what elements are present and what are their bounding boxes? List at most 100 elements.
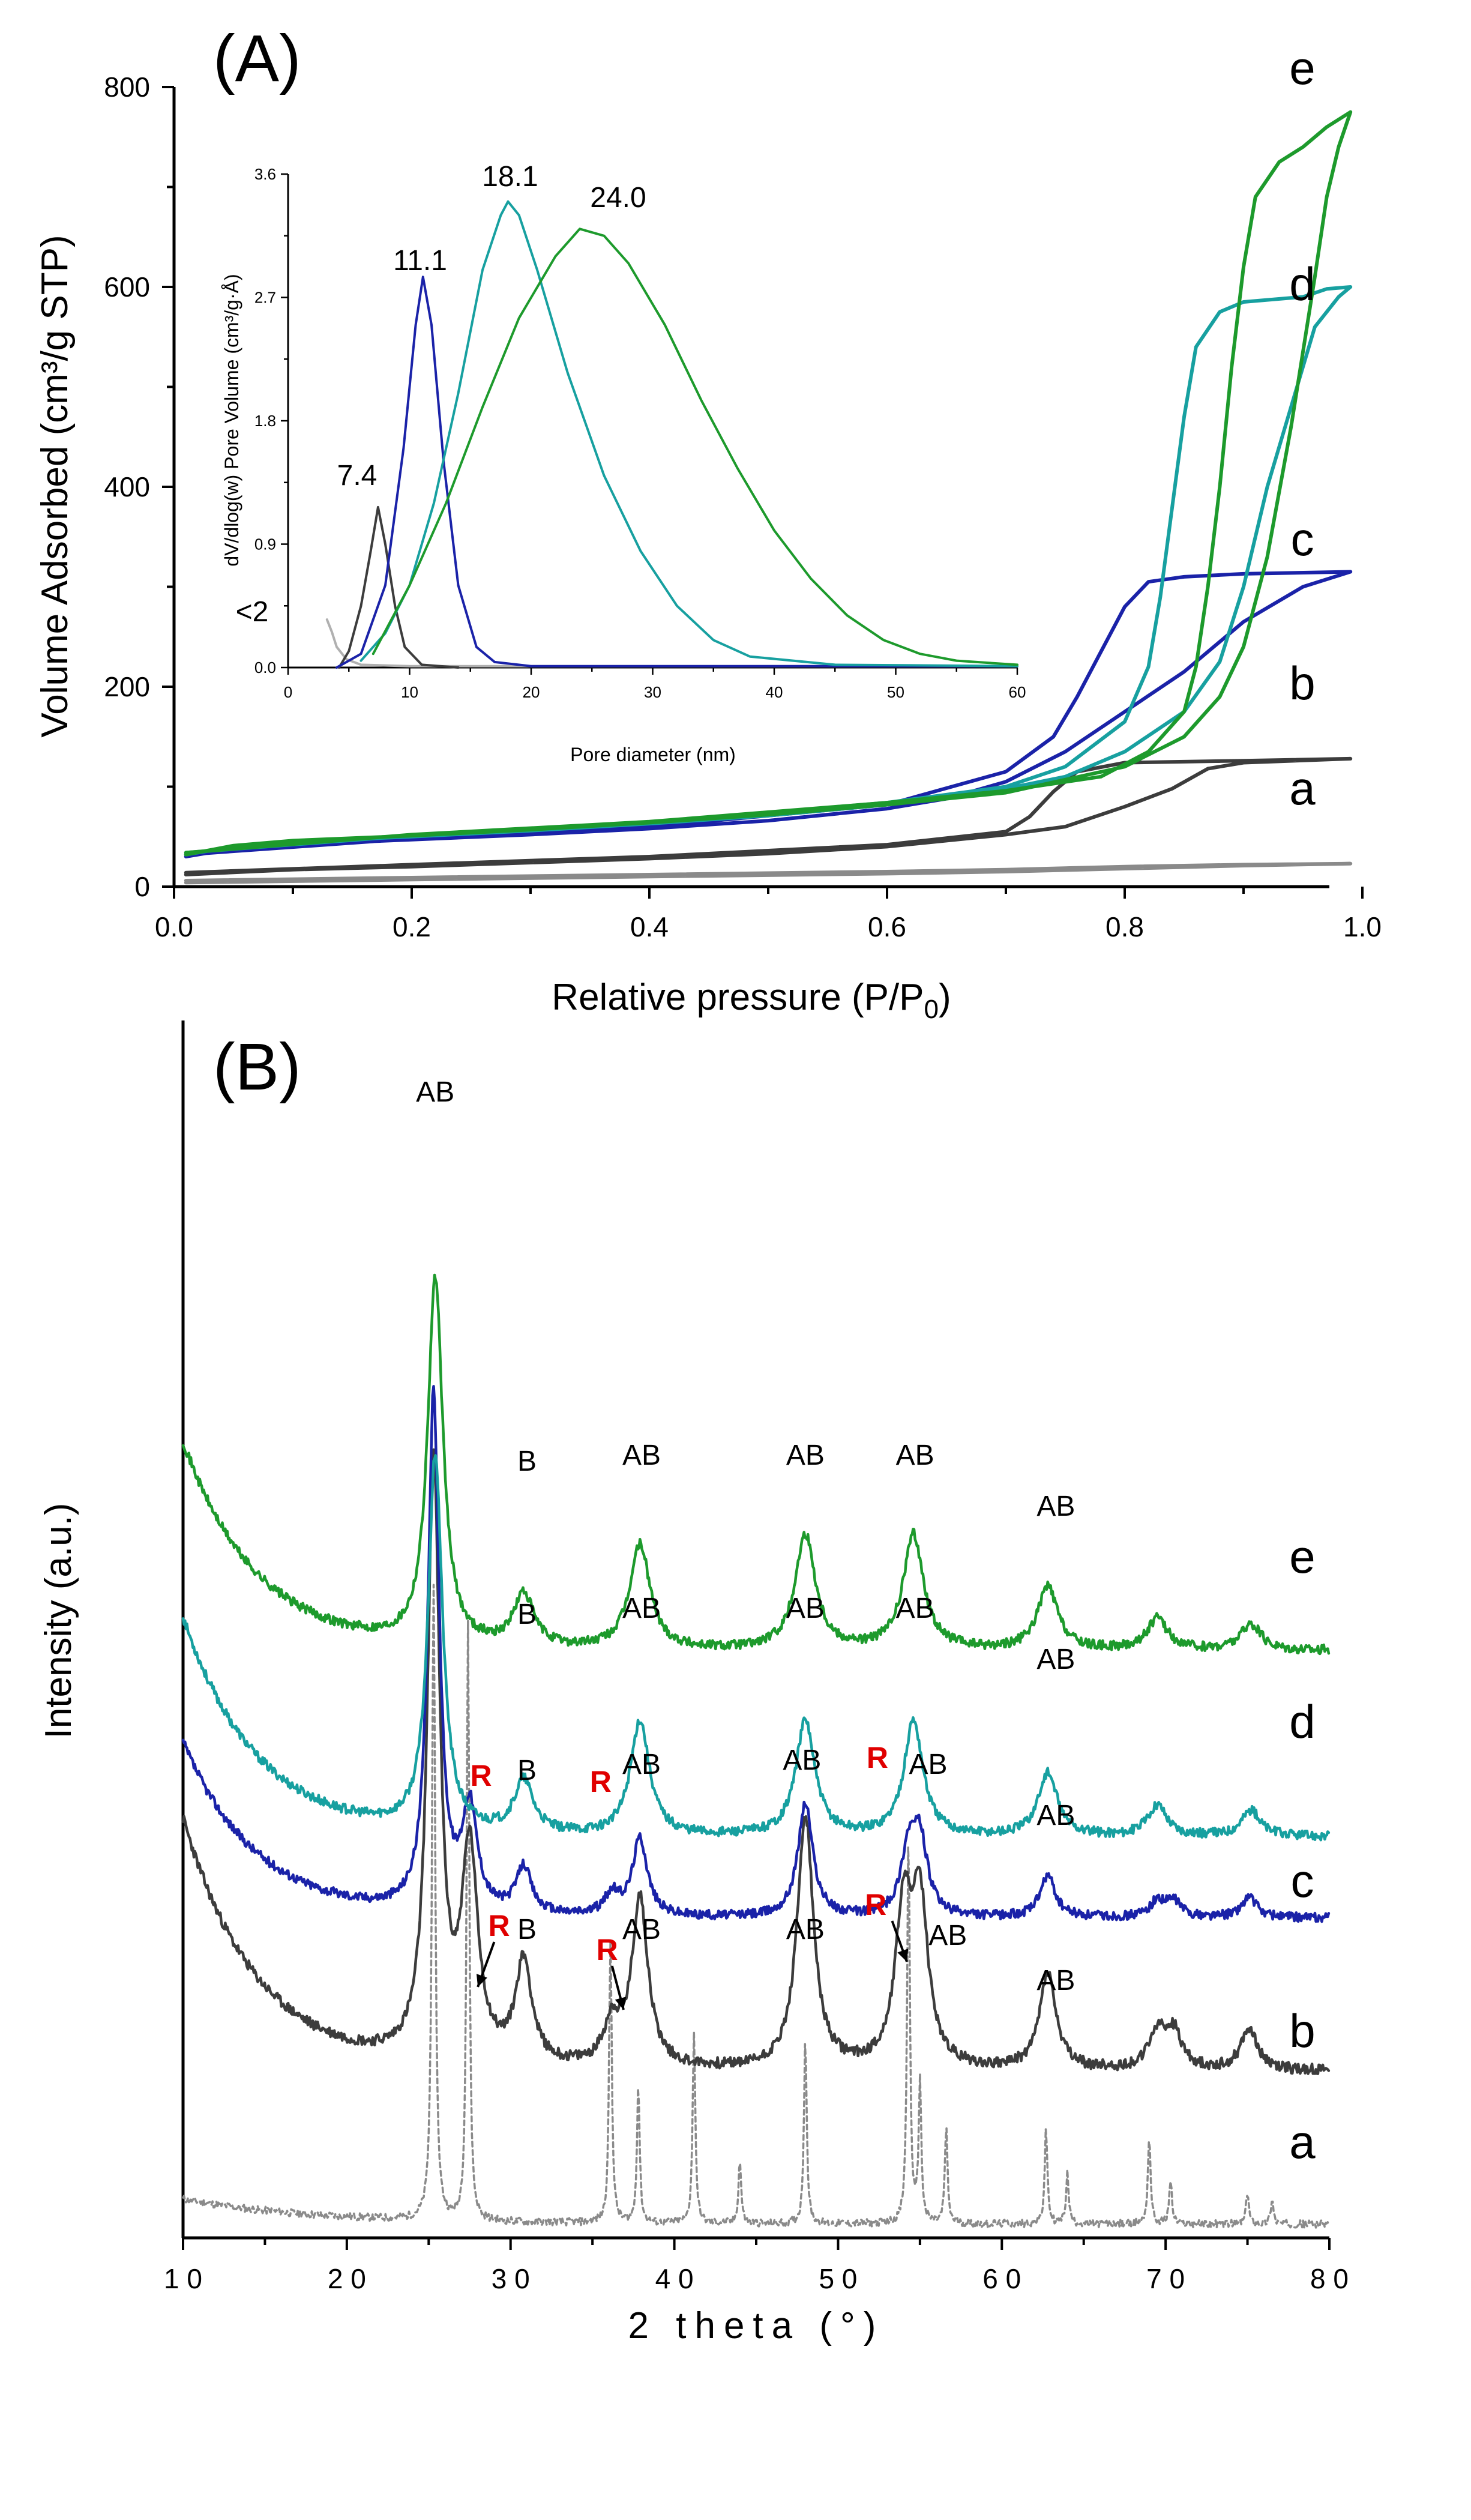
- xrd-curve-label-a: a: [1289, 2115, 1316, 2168]
- xrd-peak-label: AB: [622, 1593, 661, 1624]
- x-tick-label-b: 4 0: [655, 2263, 694, 2294]
- xrd-series-b: [181, 1448, 1331, 2075]
- x-tick-label-b: 3 0: [492, 2263, 530, 2294]
- psd-peak-label: 11.1: [393, 245, 447, 277]
- y-axis-label-a: Volume Adsorbed (cm³/g STP): [34, 235, 76, 737]
- xrd-peak-label: AB: [786, 1914, 825, 1946]
- xrd-curve-label-c: c: [1291, 1854, 1314, 1907]
- xrd-peak-label: AB: [622, 1439, 661, 1471]
- inset-x-tick-label: 20: [523, 683, 540, 701]
- inset-x-tick-label: 10: [401, 683, 418, 701]
- rutile-arrowhead: [476, 1974, 487, 1987]
- x-axis-label-a: Relative pressure (P/P0): [552, 977, 951, 1024]
- curve-label-d: d: [1289, 258, 1315, 310]
- xrd-series-d: [181, 1454, 1331, 1842]
- y-tick-label-a: 600: [104, 271, 150, 303]
- x-tick-label-b: 1 0: [164, 2263, 202, 2294]
- inset-x-tick-label: 50: [887, 683, 904, 701]
- xrd-peak-label: AB: [1036, 1800, 1075, 1831]
- psd-series-7.4: [338, 505, 460, 669]
- psd-series-18.1: [359, 200, 1018, 668]
- inset-x-tick-label: 30: [644, 683, 661, 701]
- x-tick-label-a: 0.0: [155, 911, 193, 942]
- x-axis-label-b: 2 theta (°): [628, 2305, 885, 2347]
- y-tick-label-a: 0: [134, 871, 150, 902]
- xrd-peak-label: B: [517, 1599, 537, 1630]
- xrd-peak-label: AB: [622, 1914, 661, 1946]
- isotherm-series-b: [184, 756, 1353, 876]
- y-tick-label-a: 400: [104, 471, 150, 502]
- inset-y-tick-label: 3.6: [254, 165, 276, 183]
- xrd-peak-label: AB: [909, 1749, 947, 1780]
- rutile-label: R: [865, 1888, 886, 1922]
- rutile-arrowhead: [615, 1997, 627, 2010]
- rutile-label: R: [489, 1909, 510, 1943]
- xrd-chart: (B) 1 0 2 0 3 0 4 0 5 0 6 0 7 0 8 0 2 theta (°)…: [38, 1020, 1349, 2347]
- x-tick-label-a: 0.6: [868, 911, 906, 942]
- xrd-peak-label: AB: [928, 1920, 967, 1952]
- inset-x-tick-label: 0: [284, 683, 292, 701]
- inset-x-axis-label: Pore diameter (nm): [570, 744, 736, 765]
- x-tick-label-b: 6 0: [982, 2263, 1021, 2294]
- psd-peak-label: 24.0: [590, 182, 646, 214]
- xrd-peak-label: B: [517, 1755, 537, 1786]
- xrd-peak-label: AB: [786, 1593, 825, 1624]
- psd-peak-label: <2: [236, 596, 269, 628]
- xrd-series-e: [181, 1273, 1331, 1656]
- xrd-peak-label: AB: [1036, 1491, 1075, 1522]
- x-tick-label-a: 0.8: [1106, 911, 1144, 942]
- inset-x-tick-label: 40: [766, 683, 783, 701]
- x-tick-label-b: 7 0: [1146, 2263, 1185, 2294]
- psd-series-24.0: [372, 228, 1018, 666]
- xrd-curve-label-d: d: [1289, 1695, 1315, 1748]
- rutile-label: R: [471, 1759, 492, 1792]
- y-tick-label-a: 800: [104, 71, 150, 103]
- curve-label-e: e: [1289, 41, 1315, 94]
- inset-y-tick-label: 0.9: [254, 535, 276, 553]
- xrd-peak-label: AB: [416, 1076, 454, 1108]
- isotherm-series-c: [184, 570, 1353, 858]
- curve-label-a: a: [1289, 762, 1316, 815]
- xrd-series-c: [181, 1385, 1331, 1923]
- x-tick-label-a: 0.4: [630, 911, 669, 942]
- panel-b-label: (B): [213, 1030, 301, 1104]
- xrd-curve-label-e: e: [1289, 1530, 1315, 1583]
- x-tick-label-b: 5 0: [819, 2263, 857, 2294]
- xrd-curve-label-b: b: [1289, 2004, 1315, 2057]
- xrd-peak-label: B: [517, 1914, 537, 1946]
- xrd-peak-label: AB: [783, 1744, 821, 1776]
- pore-size-inset: 0 10 20 30 40 50 60 0.0 0.9 1.8 2.7 3.6 Pore diame…: [221, 161, 1026, 765]
- xrd-peak-label: AB: [896, 1439, 934, 1471]
- xrd-peak-label: AB: [786, 1439, 825, 1471]
- xrd-series-a: [182, 1584, 1330, 2229]
- xrd-peak-label: B: [517, 1445, 537, 1477]
- isotherm-series-a: [184, 861, 1353, 885]
- xrd-peak-label: AB: [1036, 1644, 1075, 1675]
- isotherm-series-d: [184, 285, 1353, 857]
- psd-peak-label: 18.1: [482, 161, 538, 193]
- y-tick-label-a: 200: [104, 671, 150, 702]
- xrd-peak-label: AB: [1036, 1965, 1075, 1997]
- inset-x-tick-label: 60: [1009, 683, 1026, 701]
- psd-series-<2: [325, 618, 1018, 668]
- xrd-peak-label: AB: [896, 1593, 934, 1624]
- rutile-label: R: [597, 1933, 618, 1967]
- isotherm-series-e: [184, 110, 1353, 857]
- x-tick-label-a: 0.2: [393, 911, 431, 942]
- xrd-peak-label: AB: [622, 1749, 661, 1780]
- inset-y-tick-label: 0.0: [254, 659, 276, 677]
- inset-y-tick-label: 1.8: [254, 412, 276, 430]
- rutile-arrowhead: [897, 1949, 909, 1962]
- curve-label-c: c: [1291, 513, 1314, 565]
- curve-label-b: b: [1289, 657, 1315, 710]
- y-axis-label-b: Intensity (a.u.): [38, 1503, 79, 1739]
- rutile-label: R: [590, 1765, 612, 1798]
- psd-peak-label: 7.4: [337, 460, 378, 492]
- rutile-label: R: [867, 1741, 888, 1774]
- panel-a-label: (A): [213, 22, 301, 95]
- x-tick-label-b: 8 0: [1310, 2263, 1349, 2294]
- inset-y-tick-label: 2.7: [254, 289, 276, 307]
- x-tick-label-b: 2 0: [328, 2263, 366, 2294]
